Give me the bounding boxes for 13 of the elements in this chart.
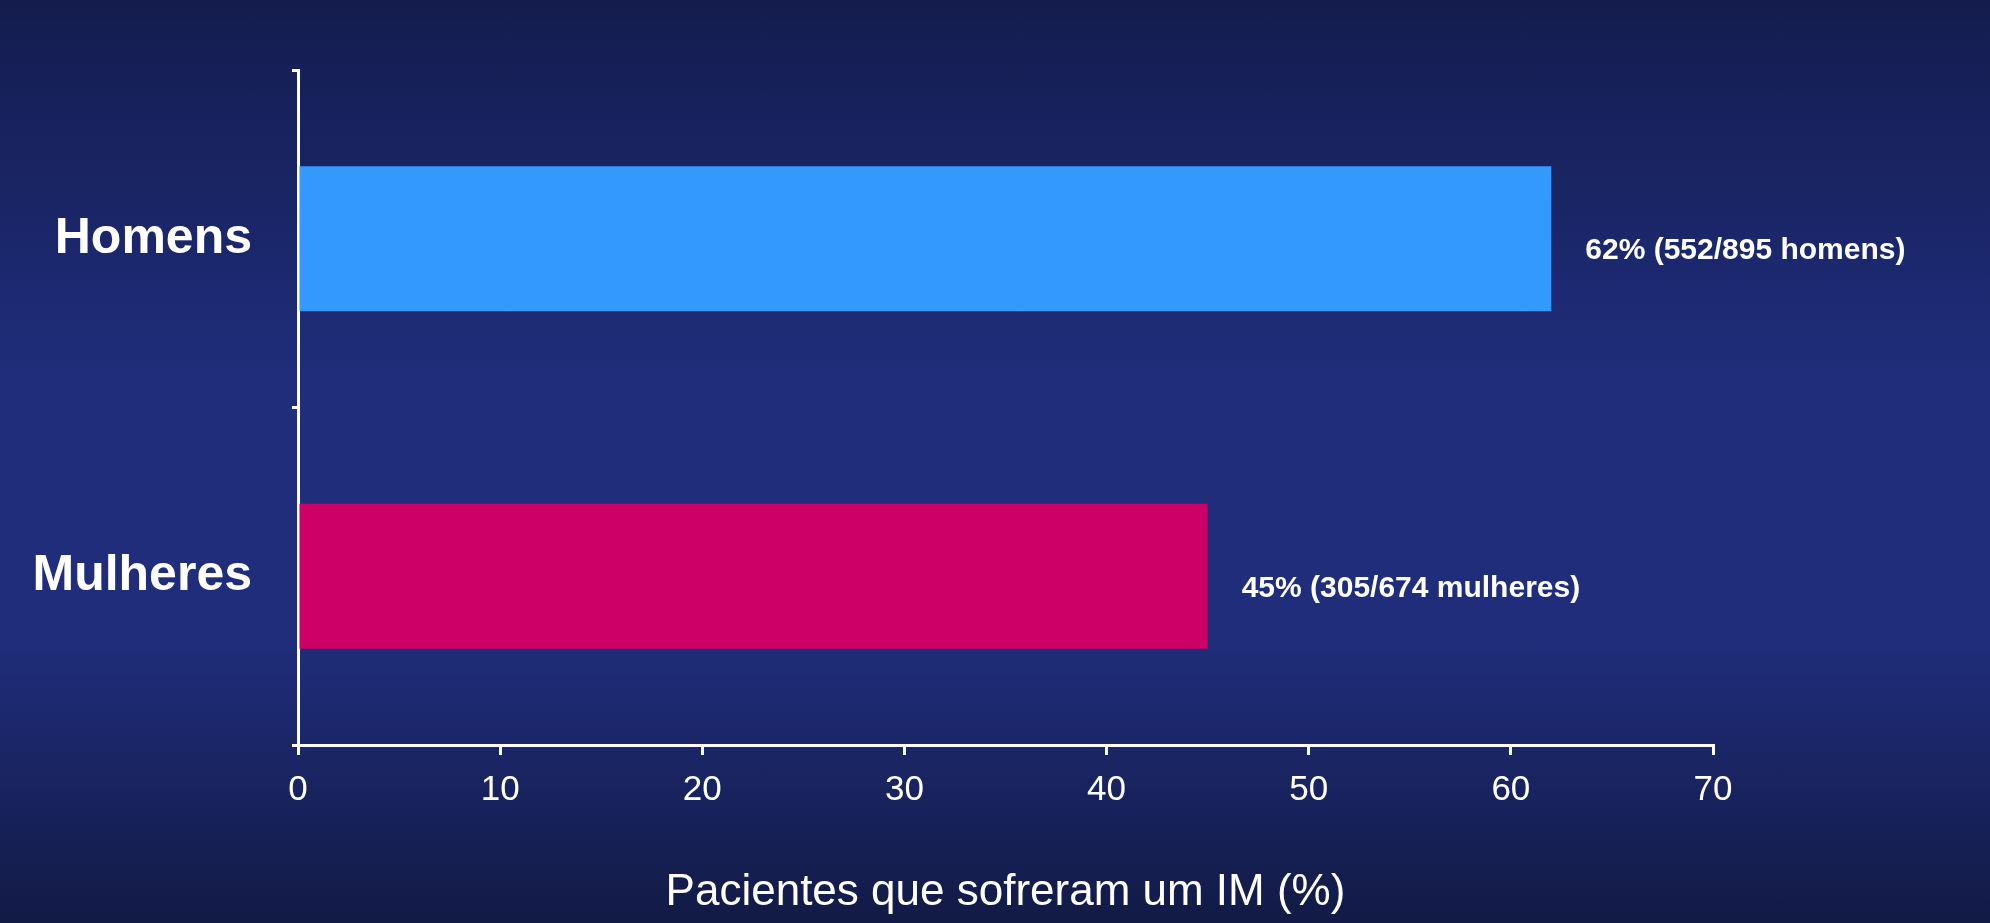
x-tick-label: 0 [288, 767, 308, 807]
x-tick-label: 50 [1289, 767, 1329, 807]
x-tick-label: 40 [1087, 767, 1127, 807]
x-tick-label: 10 [480, 767, 520, 807]
x-tick-label: 20 [682, 767, 722, 807]
y-tick-label: Homens [54, 207, 252, 264]
x-tick-label: 60 [1491, 767, 1531, 807]
data-label: 62% (552/895 homens) [1585, 232, 1906, 266]
x-tick-label: 70 [1693, 767, 1733, 807]
x-tick-label: 30 [884, 767, 924, 807]
y-tick-label: Mulheres [32, 545, 252, 602]
data-label: 45% (305/674 mulheres) [1241, 569, 1581, 603]
x-axis-title: Pacientes que sofreram um IM (%) [665, 864, 1346, 914]
